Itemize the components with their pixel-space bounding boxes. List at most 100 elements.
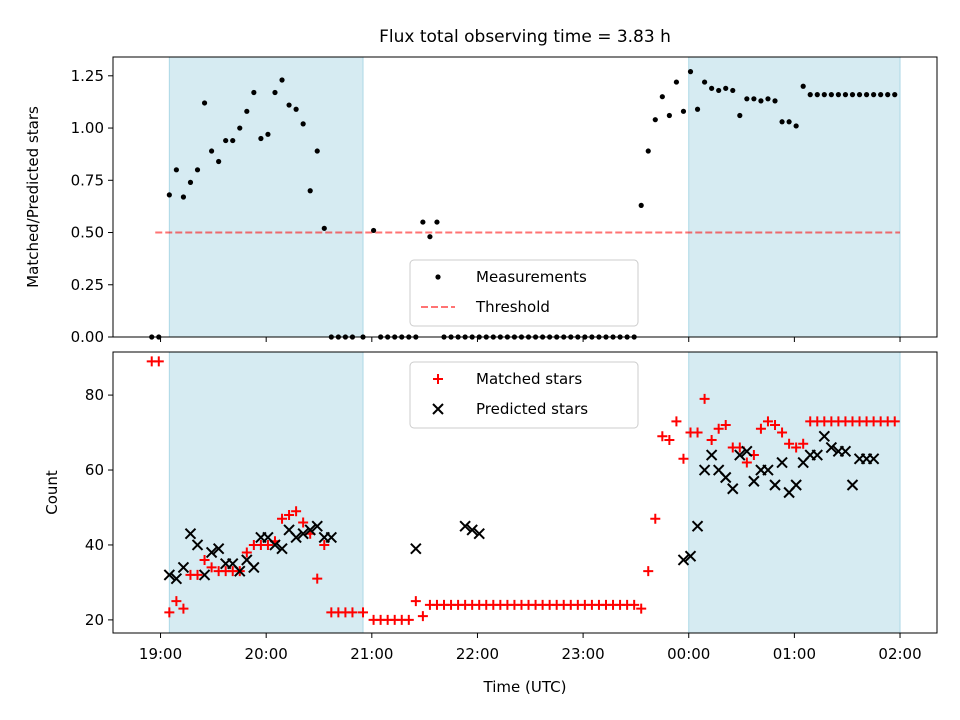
x-tick-label: 02:00 — [878, 645, 921, 663]
data-point-matched — [312, 573, 323, 584]
data-point — [680, 108, 687, 114]
x-tick-label: 22:00 — [456, 645, 499, 663]
y-axis-label: Count — [43, 470, 61, 515]
data-point — [737, 112, 743, 119]
data-point-predicted — [304, 524, 316, 536]
data-point — [427, 234, 433, 240]
data-point-matched — [699, 393, 710, 404]
legend: Measurements Threshold — [409, 259, 639, 327]
data-point-matched — [178, 603, 189, 614]
data-point-predicted — [698, 464, 711, 476]
data-point — [666, 112, 672, 119]
data-point — [814, 92, 820, 98]
data-point-predicted — [269, 539, 281, 551]
data-point-matched — [643, 566, 654, 577]
data-point-predicted — [705, 449, 718, 461]
data-point — [863, 92, 870, 98]
data-point — [772, 98, 778, 104]
data-point-predicted — [212, 542, 225, 555]
data-point — [835, 92, 842, 98]
data-point-matched — [741, 457, 752, 468]
data-point — [237, 125, 243, 131]
y-tick-label: 20 — [85, 611, 104, 629]
shaded-interval-0 — [168, 351, 364, 634]
series-x-1-1 — [163, 430, 880, 585]
data-point-predicted — [677, 554, 690, 566]
y-tick-label: 0.00 — [71, 328, 104, 346]
x-tick-label: 20:00 — [245, 645, 288, 663]
data-point — [265, 131, 271, 137]
x-tick-label: 23:00 — [561, 645, 604, 663]
data-point-matched — [657, 431, 668, 442]
data-point-matched — [755, 423, 766, 434]
shaded-interval-1 — [688, 56, 901, 338]
data-point — [807, 92, 813, 98]
data-point — [744, 96, 750, 102]
data-point — [272, 89, 278, 96]
data-point-matched — [262, 539, 273, 550]
axes-frame — [112, 56, 938, 338]
legend-label: Threshold — [475, 298, 550, 316]
data-point-predicted — [248, 561, 260, 574]
data-point-predicted — [198, 569, 211, 581]
data-point-predicted — [720, 471, 732, 484]
legend-label: Measurements — [476, 268, 587, 286]
data-point — [765, 96, 771, 102]
data-point-matched — [171, 596, 182, 607]
data-point-matched — [298, 517, 309, 528]
x-axis-label: Time (UTC) — [483, 678, 567, 696]
data-point — [173, 167, 179, 173]
data-point-matched — [798, 438, 809, 449]
data-point-matched — [291, 506, 302, 517]
bottom-panel: 20 40 60 80 Count 19:00 20:00 21:00 22:00 23:00 00… — [43, 351, 938, 663]
data-point-matched — [706, 435, 717, 446]
data-point-predicted — [727, 483, 739, 495]
data-point-matched — [784, 438, 795, 449]
data-point — [652, 117, 658, 123]
data-point — [180, 194, 187, 200]
data-point-matched — [762, 416, 773, 427]
shaded-interval-0 — [168, 56, 364, 338]
data-point-matched — [678, 453, 689, 464]
data-point — [300, 121, 306, 127]
data-point — [779, 119, 785, 125]
x-tick-label: 01:00 — [773, 645, 816, 663]
data-point-predicted — [466, 524, 478, 536]
y-tick-label: 1.25 — [71, 67, 104, 85]
data-point-predicted — [839, 445, 852, 457]
data-point-predicted — [473, 528, 485, 540]
data-point — [716, 87, 722, 94]
data-point-matched — [403, 614, 414, 625]
data-point-matched — [199, 554, 210, 565]
data-point — [793, 123, 799, 129]
data-point — [849, 92, 856, 98]
data-point-predicted — [205, 546, 218, 559]
data-point-predicted — [776, 456, 788, 469]
data-point — [878, 92, 884, 98]
data-point-predicted — [790, 479, 802, 491]
data-point-predicted — [325, 531, 338, 544]
data-point-matched — [671, 416, 682, 427]
y-tick-label: 0.25 — [71, 276, 104, 294]
data-point-matched — [791, 442, 802, 453]
data-point-predicted — [818, 430, 831, 443]
data-point — [842, 92, 849, 98]
data-point-matched — [650, 513, 661, 524]
data-point-matched — [664, 435, 675, 446]
data-point-predicted — [163, 569, 176, 581]
data-point-predicted — [234, 565, 246, 577]
legend-box — [409, 259, 639, 327]
data-point-predicted — [867, 453, 880, 465]
data-point — [216, 158, 222, 165]
data-point — [286, 102, 292, 108]
data-point-predicted — [846, 479, 859, 491]
data-point — [786, 119, 792, 125]
data-point-matched — [629, 599, 640, 610]
x-tick-label: 21:00 — [350, 645, 393, 663]
data-point — [659, 94, 665, 100]
data-point-predicted — [191, 539, 204, 551]
data-point-predicted — [691, 520, 704, 532]
data-point — [730, 87, 736, 94]
data-point — [687, 69, 694, 75]
axes-frame — [112, 351, 938, 634]
